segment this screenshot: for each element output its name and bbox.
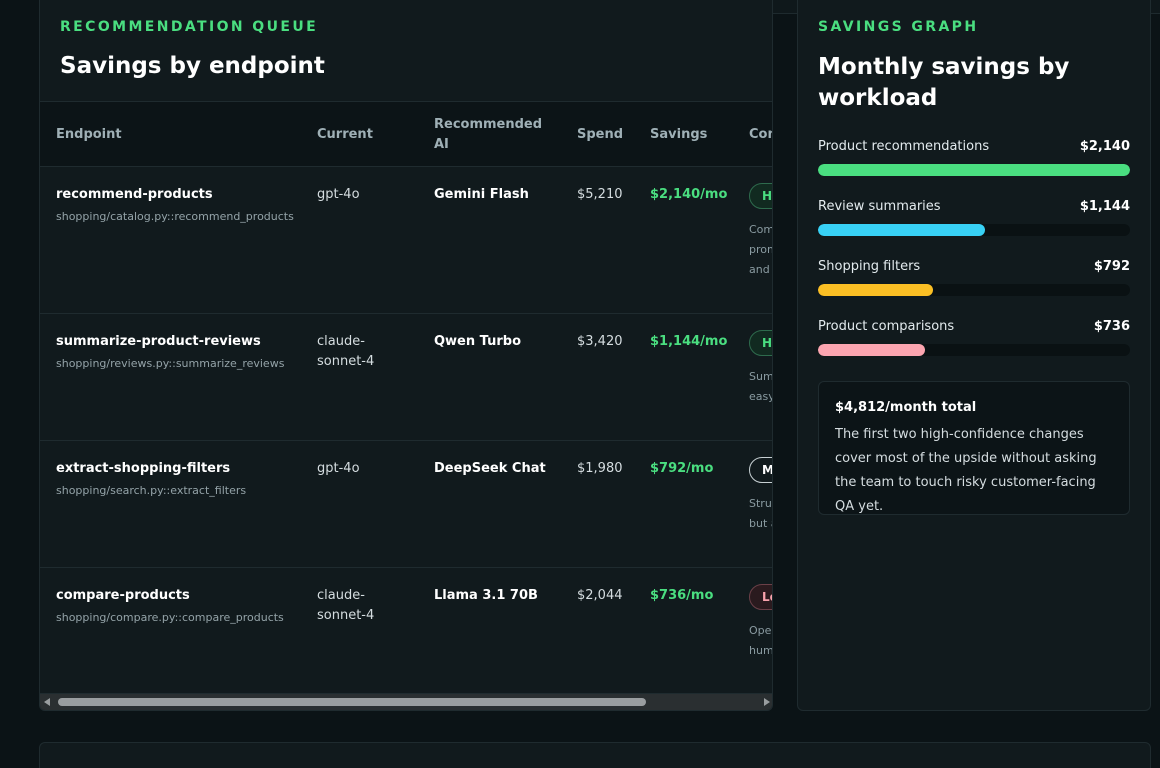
bar-track bbox=[818, 344, 1130, 356]
scroll-thumb[interactable] bbox=[58, 698, 646, 706]
table-row[interactable]: recommend-products shopping/catalog.py::… bbox=[40, 167, 773, 314]
bar-fill bbox=[818, 344, 926, 356]
col-current: Current bbox=[317, 126, 373, 142]
bar-value: $792 bbox=[1093, 259, 1130, 274]
savings-value: $1,144/mo bbox=[650, 334, 728, 349]
savings-value: $736/mo bbox=[650, 588, 714, 603]
current-model: claude-sonnet-4 bbox=[317, 588, 375, 623]
recommended-model: Llama 3.1 70B bbox=[434, 588, 538, 603]
bottom-panel bbox=[39, 742, 1151, 768]
confidence-badge: Medium bbox=[749, 457, 772, 483]
endpoint-name: recommend-products bbox=[56, 187, 213, 202]
confidence-note: Summaries are short and easy to replay. bbox=[749, 370, 773, 403]
bar-label: Product recommendations bbox=[818, 139, 990, 154]
spend-value: $3,420 bbox=[577, 334, 623, 349]
table-row[interactable]: compare-products shopping/compare.py::co… bbox=[40, 568, 773, 693]
spend-value: $5,210 bbox=[577, 187, 623, 202]
graph-title: Monthly savings by workload bbox=[818, 54, 1070, 111]
savings-graph-panel: SAVINGS GRAPH Monthly savings by workloa… bbox=[797, 0, 1151, 711]
recommendation-queue-panel: RECOMMENDATION QUEUE Savings by endpoint… bbox=[39, 0, 773, 711]
endpoint-table[interactable]: Endpoint Current Recommended AI Spend Sa… bbox=[40, 101, 773, 693]
bar-value: $1,144 bbox=[1079, 199, 1130, 214]
recommended-model: Gemini Flash bbox=[434, 187, 529, 202]
graph-eyebrow: SAVINGS GRAPH bbox=[818, 19, 979, 35]
table-header: Endpoint Current Recommended AI Spend Sa… bbox=[40, 102, 772, 167]
col-endpoint: Endpoint bbox=[56, 126, 122, 142]
spend-value: $1,980 bbox=[577, 461, 623, 476]
col-recommended: Recommended AI bbox=[434, 116, 543, 152]
savings-bar: Review summaries $1,144 bbox=[818, 199, 1130, 239]
savings-value: $2,140/mo bbox=[650, 187, 728, 202]
recommended-model: DeepSeek Chat bbox=[434, 461, 546, 476]
bar-label: Shopping filters bbox=[818, 259, 921, 274]
savings-bar: Product comparisons $736 bbox=[818, 319, 1130, 359]
bar-track bbox=[818, 164, 1130, 176]
scroll-left-arrow-icon[interactable] bbox=[44, 698, 50, 706]
confidence-note: Compare product ranking prompts, structu… bbox=[749, 223, 773, 276]
savings-value: $792/mo bbox=[650, 461, 714, 476]
bar-fill bbox=[818, 284, 934, 296]
recommended-model: Qwen Turbo bbox=[434, 334, 522, 349]
confidence-note: Open-ended output needs human review bef… bbox=[749, 624, 773, 657]
col-spend: Spend bbox=[577, 126, 624, 142]
bar-label: Product comparisons bbox=[818, 319, 955, 334]
current-model: gpt-4o bbox=[317, 461, 360, 476]
confidence-badge: High bbox=[749, 330, 772, 356]
confidence-badge: Low bbox=[749, 584, 772, 610]
table-row[interactable]: summarize-product-reviews shopping/revie… bbox=[40, 314, 773, 441]
confidence-badge: High bbox=[749, 183, 772, 209]
scroll-right-arrow-icon[interactable] bbox=[764, 698, 770, 706]
bar-track bbox=[818, 224, 1130, 236]
bar-value: $2,140 bbox=[1079, 139, 1130, 154]
endpoint-cell: recommend-products shopping/catalog.py::… bbox=[56, 185, 294, 225]
endpoint-name: compare-products bbox=[56, 588, 190, 603]
spend-value: $2,044 bbox=[577, 588, 623, 603]
horizontal-scrollbar[interactable] bbox=[40, 693, 772, 710]
confidence-note: Structured output is safe, but ambiguity… bbox=[749, 497, 772, 530]
endpoint-path: shopping/search.py::extract_filters bbox=[56, 484, 247, 497]
endpoint-path: shopping/catalog.py::recommend_products bbox=[56, 210, 294, 223]
endpoint-cell: summarize-product-reviews shopping/revie… bbox=[56, 332, 284, 372]
summary-total: $4,812/month total bbox=[835, 400, 977, 415]
endpoint-cell: extract-shopping-filters shopping/search… bbox=[56, 459, 246, 499]
bar-label: Review summaries bbox=[818, 199, 941, 214]
bar-value: $736 bbox=[1093, 319, 1130, 334]
bar-track bbox=[818, 284, 1130, 296]
current-model: gpt-4o bbox=[317, 187, 360, 202]
endpoint-name: summarize-product-reviews bbox=[56, 334, 261, 349]
endpoint-path: shopping/reviews.py::summarize_reviews bbox=[56, 357, 285, 370]
savings-bar: Product recommendations $2,140 bbox=[818, 139, 1130, 179]
col-confidence: Confidence bbox=[749, 126, 772, 142]
current-model: claude-sonnet-4 bbox=[317, 334, 375, 369]
bar-fill bbox=[818, 164, 1130, 176]
summary-card: $4,812/month total The first two high-co… bbox=[818, 381, 1130, 515]
savings-bar: Shopping filters $792 bbox=[818, 259, 1130, 299]
queue-title: Savings by endpoint bbox=[60, 53, 325, 79]
queue-eyebrow: RECOMMENDATION QUEUE bbox=[60, 19, 319, 35]
table-row[interactable]: extract-shopping-filters shopping/search… bbox=[40, 441, 772, 568]
summary-text: The first two high-confidence changes co… bbox=[835, 427, 1097, 514]
endpoint-cell: compare-products shopping/compare.py::co… bbox=[56, 586, 284, 626]
endpoint-path: shopping/compare.py::compare_products bbox=[56, 611, 284, 624]
col-savings: Savings bbox=[650, 126, 708, 142]
endpoint-name: extract-shopping-filters bbox=[56, 461, 231, 476]
bar-fill bbox=[818, 224, 985, 236]
